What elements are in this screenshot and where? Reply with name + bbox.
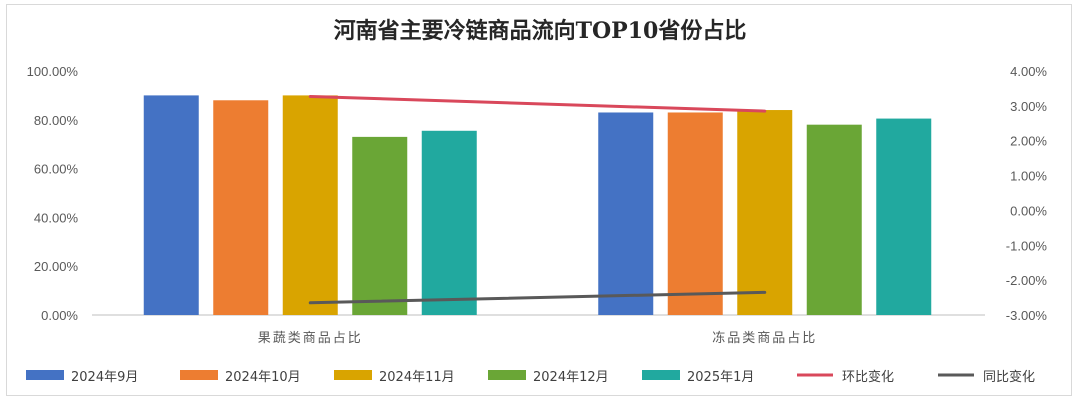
y2-tick-label: 4.00%	[1010, 64, 1047, 79]
bar	[282, 95, 338, 316]
legend-swatch	[488, 370, 526, 380]
legend-swatch	[334, 370, 372, 380]
legend-item: 同比变化	[938, 369, 1035, 385]
bar	[876, 118, 932, 315]
bar	[352, 136, 408, 315]
y2-tick-label: -3.00%	[1006, 308, 1048, 323]
legend-label: 2024年10月	[225, 370, 301, 385]
bars	[143, 95, 932, 316]
legend: 2024年9月 2024年10月 2024年11月 2024年12月 2025年1月 环比…	[26, 369, 1035, 385]
legend-label: 2024年11月	[379, 370, 455, 385]
y-tick-label: 40.00%	[34, 210, 79, 225]
chart-title: 河南省主要冷链商品流向TOP10省份占比	[334, 18, 747, 44]
bar	[806, 124, 862, 316]
legend-label: 2024年12月	[533, 370, 609, 385]
legend-label: 环比变化	[842, 369, 894, 385]
bar	[667, 112, 723, 315]
x-category-label: 果蔬类商品占比	[258, 331, 363, 346]
x-category-label: 冻品类商品占比	[712, 330, 817, 346]
bar	[598, 112, 654, 315]
bar	[737, 110, 793, 315]
legend-label: 2025年1月	[687, 370, 754, 385]
y-tick-label: 0.00%	[41, 308, 78, 323]
bar	[143, 95, 199, 316]
legend-item: 环比变化	[797, 369, 894, 385]
legend-swatch	[180, 370, 218, 380]
bar	[421, 130, 477, 315]
legend-item: 2024年12月	[488, 370, 609, 385]
series-line	[308, 94, 767, 113]
lines	[308, 94, 767, 305]
y2-tick-label: -2.00%	[1006, 273, 1048, 288]
bar	[213, 100, 269, 315]
legend-item: 2024年11月	[334, 370, 455, 385]
y-tick-label: 20.00%	[34, 259, 79, 274]
y2-tick-label: 3.00%	[1010, 99, 1047, 114]
legend-swatch	[642, 370, 680, 380]
y2-tick-label: -1.00%	[1006, 238, 1048, 253]
y-tick-label: 100.00%	[27, 64, 79, 79]
legend-swatch	[26, 370, 64, 380]
legend-item: 2024年9月	[26, 370, 138, 385]
y2-tick-label: 0.00%	[1010, 203, 1047, 218]
y-tick-label: 60.00%	[34, 162, 79, 177]
y2-tick-label: 2.00%	[1010, 134, 1047, 149]
legend-item: 2024年10月	[180, 370, 301, 385]
legend-label: 同比变化	[983, 369, 1035, 385]
series-line	[308, 290, 767, 305]
legend-label: 2024年9月	[71, 370, 138, 385]
y2-tick-label: 1.00%	[1010, 169, 1047, 184]
y-tick-label: 80.00%	[34, 113, 79, 128]
legend-item: 2025年1月	[642, 370, 754, 385]
